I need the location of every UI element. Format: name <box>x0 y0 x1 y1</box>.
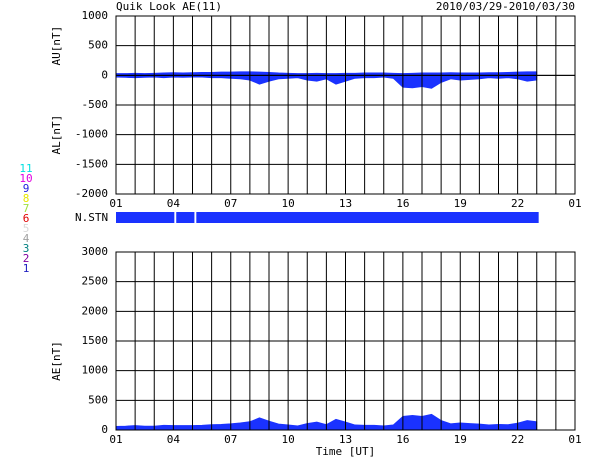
area-al <box>115 74 538 89</box>
x-tick-label: 16 <box>396 433 409 446</box>
x-tick-label: 07 <box>224 197 237 210</box>
area-au <box>115 71 538 76</box>
plot-frame <box>115 15 576 195</box>
station-count: 2 <box>23 252 30 265</box>
nstn-bar <box>116 212 175 223</box>
y-tick-label: 3000 <box>82 245 109 258</box>
station-count: 7 <box>23 202 30 215</box>
x-tick-label: 01 <box>109 433 122 446</box>
y-axis-label: AU[nT] <box>50 26 63 66</box>
x-axis-label: Time [UT] <box>316 445 376 458</box>
y-axis-label: AE[nT] <box>50 341 63 381</box>
x-tick-label: 01 <box>568 197 581 210</box>
x-tick-label: 01 <box>109 197 122 210</box>
y-tick-label: -500 <box>82 98 109 111</box>
area-ae <box>115 413 538 431</box>
x-tick-label: 22 <box>511 197 524 210</box>
y-tick-label: -1500 <box>75 157 108 170</box>
x-tick-label: 13 <box>339 197 352 210</box>
x-tick-label: 16 <box>396 197 409 210</box>
station-count: 8 <box>23 192 30 205</box>
y-tick-label: 1000 <box>82 9 109 22</box>
y-tick-label: 1500 <box>82 334 109 347</box>
y-tick-label: 500 <box>88 39 108 52</box>
y-axis-label: AL[nT] <box>50 115 63 155</box>
x-tick-label: 22 <box>511 433 524 446</box>
y-tick-label: 500 <box>88 393 108 406</box>
y-tick-label: 0 <box>101 68 108 81</box>
date-range: 2010/03/29-2010/03/30 <box>436 0 575 13</box>
station-count: 5 <box>23 222 30 235</box>
x-tick-label: 01 <box>568 433 581 446</box>
x-tick-label: 10 <box>282 197 295 210</box>
station-count: 3 <box>23 242 30 255</box>
station-count: 1 <box>23 262 30 275</box>
nstn-label: N.STN <box>75 211 108 224</box>
y-tick-label: -1000 <box>75 128 108 141</box>
station-count: 4 <box>23 232 30 245</box>
x-tick-label: 04 <box>167 197 181 210</box>
nstn-bar <box>196 212 539 223</box>
y-tick-label: 1000 <box>82 364 109 377</box>
nstn-bar <box>176 212 195 223</box>
x-tick-label: 10 <box>282 433 295 446</box>
x-tick-label: 19 <box>454 197 467 210</box>
y-tick-label: 2000 <box>82 304 109 317</box>
station-count: 9 <box>23 182 30 195</box>
chart-title: Quik Look AE(11) <box>116 0 222 13</box>
station-count: 6 <box>23 212 30 225</box>
x-tick-label: 07 <box>224 433 237 446</box>
x-tick-label: 04 <box>167 433 181 446</box>
station-count: 11 <box>19 162 32 175</box>
x-tick-label: 13 <box>339 433 352 446</box>
station-count: 10 <box>19 172 32 185</box>
plot-frame <box>115 251 576 431</box>
y-tick-label: -2000 <box>75 187 108 200</box>
y-tick-label: 0 <box>101 423 108 436</box>
y-tick-label: 2500 <box>82 275 109 288</box>
x-tick-label: 19 <box>454 433 467 446</box>
